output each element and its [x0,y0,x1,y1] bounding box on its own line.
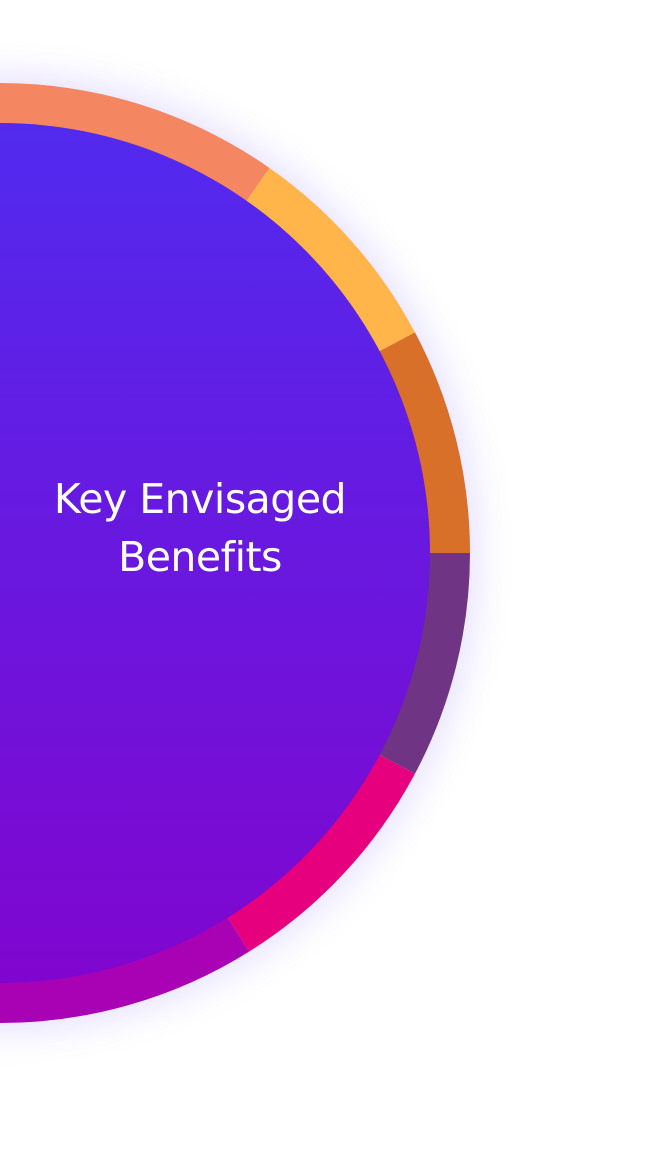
hub-title-line-2: Benefits [118,533,282,581]
hub-title-line-1: Key Envisaged [53,475,347,523]
hub-title: Key Envisaged Benefits [20,470,380,586]
central-hub [0,123,430,983]
